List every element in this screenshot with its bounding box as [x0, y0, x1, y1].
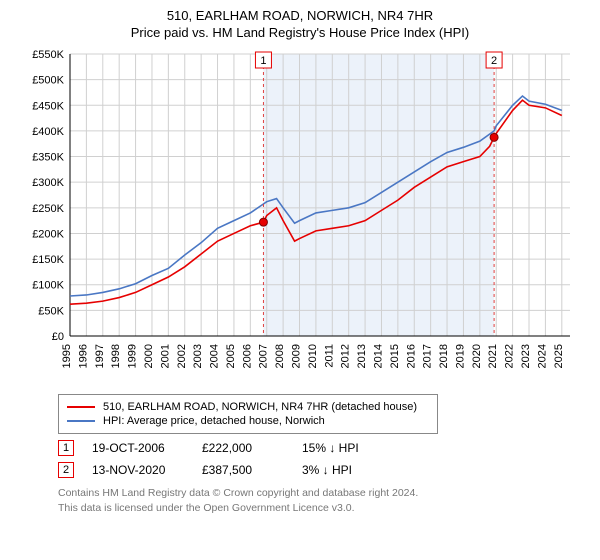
svg-text:2005: 2005 — [225, 344, 237, 368]
svg-text:2020: 2020 — [471, 344, 483, 368]
svg-text:2007: 2007 — [258, 344, 270, 368]
event-marker-box: 2 — [58, 462, 74, 478]
svg-text:2: 2 — [491, 55, 497, 67]
legend-item: HPI: Average price, detached house, Norw… — [67, 415, 429, 427]
chart-container: 510, EARLHAM ROAD, NORWICH, NR4 7HR Pric… — [0, 0, 600, 521]
legend-label: HPI: Average price, detached house, Norw… — [103, 415, 325, 427]
chart-svg: £0 £50K £100K £150K £200K £250K £300K £350K £400… — [22, 46, 578, 386]
event-price: £387,500 — [202, 463, 302, 477]
event-price: £222,000 — [202, 441, 302, 455]
svg-text:2015: 2015 — [389, 344, 401, 368]
svg-text:2009: 2009 — [291, 344, 303, 368]
legend-swatch — [67, 420, 95, 422]
legend-label: 510, EARLHAM ROAD, NORWICH, NR4 7HR (det… — [103, 401, 417, 413]
svg-text:2003: 2003 — [192, 344, 204, 368]
event-delta: 3% ↓ HPI — [302, 463, 412, 477]
credits-line: Contains HM Land Registry data © Crown c… — [58, 486, 590, 501]
svg-text:2006: 2006 — [241, 344, 253, 368]
title-block: 510, EARLHAM ROAD, NORWICH, NR4 7HR Pric… — [10, 8, 590, 40]
legend-box: 510, EARLHAM ROAD, NORWICH, NR4 7HR (det… — [58, 394, 438, 434]
svg-text:2008: 2008 — [274, 344, 286, 368]
svg-text:2022: 2022 — [504, 344, 516, 368]
svg-text:£350K: £350K — [32, 152, 64, 164]
svg-text:2024: 2024 — [536, 344, 548, 368]
event-marker-id: 2 — [63, 464, 69, 476]
svg-text:£400K: £400K — [32, 126, 64, 138]
svg-text:2023: 2023 — [520, 344, 532, 368]
event-marker-box: 1 — [58, 440, 74, 456]
chart-title: 510, EARLHAM ROAD, NORWICH, NR4 7HR — [10, 8, 590, 23]
svg-text:2021: 2021 — [487, 344, 499, 368]
event-marker-id: 1 — [63, 442, 69, 454]
svg-text:1: 1 — [260, 55, 266, 67]
svg-text:1996: 1996 — [77, 344, 89, 368]
event-row: 1 19-OCT-2006 £222,000 15% ↓ HPI — [58, 440, 590, 456]
svg-text:2017: 2017 — [422, 344, 434, 368]
svg-text:2000: 2000 — [143, 344, 155, 368]
svg-text:£450K: £450K — [32, 100, 64, 112]
events-table: 1 19-OCT-2006 £222,000 15% ↓ HPI 2 13-NO… — [58, 440, 590, 478]
svg-text:2010: 2010 — [307, 344, 319, 368]
svg-text:£150K: £150K — [32, 254, 64, 266]
svg-text:£0: £0 — [52, 331, 64, 343]
chart-area: £0 £50K £100K £150K £200K £250K £300K £350K £400… — [22, 46, 578, 386]
svg-text:1998: 1998 — [110, 344, 122, 368]
svg-text:2019: 2019 — [454, 344, 466, 368]
event-delta: 15% ↓ HPI — [302, 441, 412, 455]
event-date: 19-OCT-2006 — [92, 441, 202, 455]
svg-text:2016: 2016 — [405, 344, 417, 368]
credits: Contains HM Land Registry data © Crown c… — [58, 486, 590, 515]
event-date: 13-NOV-2020 — [92, 463, 202, 477]
credits-line: This data is licensed under the Open Gov… — [58, 501, 590, 516]
svg-text:£500K: £500K — [32, 75, 64, 87]
svg-text:2002: 2002 — [176, 344, 188, 368]
svg-text:1997: 1997 — [94, 344, 106, 368]
chart-subtitle: Price paid vs. HM Land Registry's House … — [10, 25, 590, 40]
svg-text:2001: 2001 — [159, 344, 171, 368]
svg-text:2018: 2018 — [438, 344, 450, 368]
svg-text:2011: 2011 — [323, 344, 335, 368]
svg-text:1995: 1995 — [61, 344, 73, 368]
svg-text:2014: 2014 — [372, 344, 384, 368]
svg-text:2013: 2013 — [356, 344, 368, 368]
svg-text:2012: 2012 — [340, 344, 352, 368]
svg-text:£100K: £100K — [32, 280, 64, 292]
svg-text:£250K: £250K — [32, 203, 64, 215]
event-row: 2 13-NOV-2020 £387,500 3% ↓ HPI — [58, 462, 590, 478]
legend-item: 510, EARLHAM ROAD, NORWICH, NR4 7HR (det… — [67, 401, 429, 413]
svg-text:£200K: £200K — [32, 228, 64, 240]
legend-swatch — [67, 406, 95, 408]
svg-text:£300K: £300K — [32, 177, 64, 189]
svg-text:£550K: £550K — [32, 49, 64, 61]
svg-text:2025: 2025 — [553, 344, 565, 368]
svg-text:1999: 1999 — [127, 344, 139, 368]
svg-text:2004: 2004 — [209, 344, 221, 368]
svg-text:£50K: £50K — [38, 305, 64, 317]
